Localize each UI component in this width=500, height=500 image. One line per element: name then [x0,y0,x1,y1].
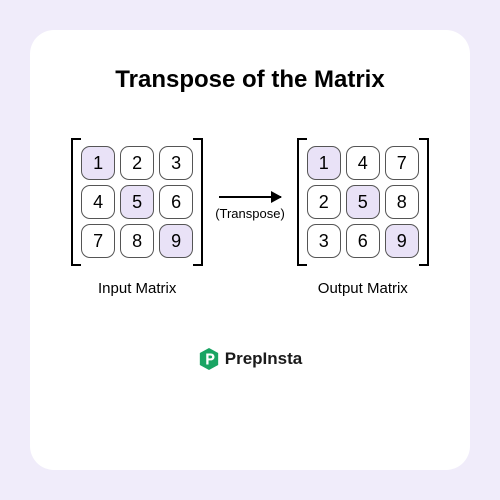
output-cell: 5 [346,185,380,219]
arrow-icon [219,196,281,198]
matrices-container: 1 2 3 4 5 6 7 8 9 Input Matrix (Transpos… [71,138,429,297]
input-cell: 4 [81,185,115,219]
output-cell: 9 [385,224,419,258]
output-cell: 3 [307,224,341,258]
input-matrix: 1 2 3 4 5 6 7 8 9 [71,138,203,266]
input-cell: 6 [159,185,193,219]
brand-name: PrepInsta [225,349,302,369]
content-card: Transpose of the Matrix 1 2 3 4 5 6 7 8 … [30,30,470,470]
input-matrix-label: Input Matrix [98,280,176,297]
output-matrix: 1 4 7 2 5 8 3 6 9 [297,138,429,266]
output-cell: 1 [307,146,341,180]
bracket-right-icon [193,138,203,266]
output-cell: 8 [385,185,419,219]
input-cell: 5 [120,185,154,219]
output-matrix-block: 1 4 7 2 5 8 3 6 9 Output Matrix [297,138,429,297]
input-cell: 8 [120,224,154,258]
output-cell: 4 [346,146,380,180]
input-matrix-block: 1 2 3 4 5 6 7 8 9 Input Matrix [71,138,203,297]
transpose-arrow-block: (Transpose) [211,196,289,221]
input-cell: 1 [81,146,115,180]
output-cell: 2 [307,185,341,219]
bracket-right-icon [419,138,429,266]
brand-block: PrepInsta [198,347,302,371]
input-cell: 3 [159,146,193,180]
input-cell: 9 [159,224,193,258]
prepinsta-logo-icon [198,347,220,371]
bracket-left-icon [71,138,81,266]
output-cell: 7 [385,146,419,180]
output-matrix-grid: 1 4 7 2 5 8 3 6 9 [307,146,419,258]
output-cell: 6 [346,224,380,258]
arrow-label: (Transpose) [215,206,285,221]
diagram-title: Transpose of the Matrix [115,66,384,94]
input-cell: 7 [81,224,115,258]
output-matrix-label: Output Matrix [318,280,408,297]
input-cell: 2 [120,146,154,180]
bracket-left-icon [297,138,307,266]
input-matrix-grid: 1 2 3 4 5 6 7 8 9 [81,146,193,258]
